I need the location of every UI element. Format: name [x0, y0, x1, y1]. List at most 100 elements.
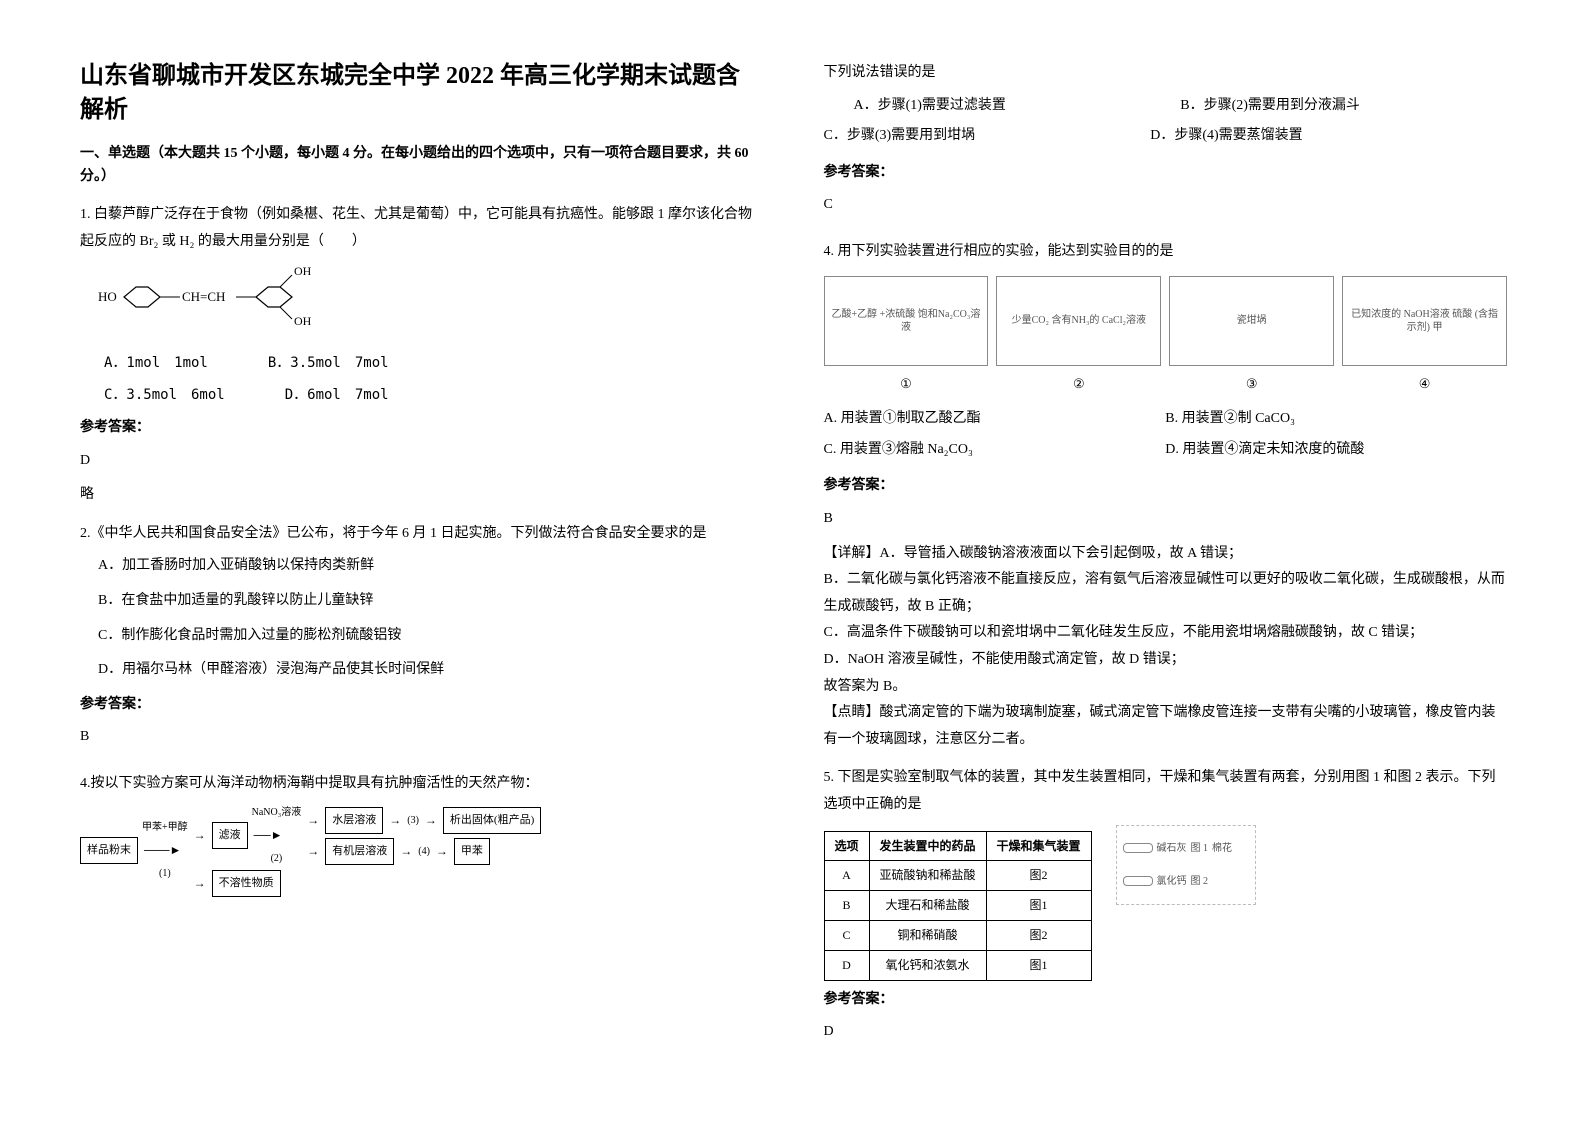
question-3-pre: 4.按以下实验方案可从海洋动物柄海鞘中提取具有抗肿瘤活性的天然产物： 样品粉末 …: [80, 771, 764, 905]
flow-num: (3): [407, 811, 419, 830]
q3-opt-a: A．步骤(1)需要过滤装置: [854, 93, 1181, 120]
q5-figures: 碱石灰 图 1 棉花 氯化钙 图 2: [1116, 825, 1256, 905]
explain-d: D．NaOH 溶液呈碱性，不能使用酸式滴定管，故 D 错误；: [824, 647, 1508, 674]
q4-explanation: 【详解】A．导管插入碳酸钠溶液液面以下会引起倒吸，故 A 错误； B．二氧化碳与…: [824, 541, 1508, 754]
q4-answer-label: 参考答案：: [824, 473, 1508, 500]
svg-text:OH: OH: [294, 314, 312, 327]
table-row: C铜和稀硝酸图2: [824, 920, 1091, 950]
q1-structure: HO CH=CH OH OH: [98, 263, 764, 338]
q2-body: 2.《中华人民共和国食品安全法》已公布，将于今年 6 月 1 日起实施。下列做法…: [80, 521, 764, 548]
q3-flowchart: 样品粉末 甲苯+甲醇 ───► (1) → 滤液 NaNO₃溶液 ──► (2): [80, 803, 764, 897]
q5-th2: 发生装置中的药品: [869, 831, 986, 861]
q1-answer-label: 参考答案：: [80, 415, 764, 442]
arrow-icon: ───►: [144, 839, 186, 862]
diagram-3: 瓷坩埚: [1169, 276, 1334, 366]
tube-icon: [1123, 876, 1153, 886]
diagram-num: ①: [824, 372, 989, 397]
flow-box: 不溶性物质: [212, 870, 281, 897]
arrow-icon: →: [425, 809, 437, 832]
diagram-num: ③: [1169, 372, 1334, 397]
arrow-icon: →: [307, 809, 319, 832]
flow-box: 样品粉末: [80, 837, 138, 864]
question-5: 5. 下图是实验室制取气体的装置，其中发生装置相同，干燥和集气装置有两套，分别用…: [824, 765, 1508, 1053]
q3-answer: C: [824, 192, 1508, 219]
diagram-4: 已知浓度的 NaOH溶液 硫酸 (含指示剂) 甲: [1342, 276, 1507, 366]
diagram-num: ④: [1342, 372, 1507, 397]
tip-label: 【点睛】: [824, 705, 880, 720]
q4-opt-a: A. 用装置①制取乙酸乙酯: [824, 406, 1166, 433]
question-3: 下列说法错误的是 A．步骤(1)需要过滤装置 B．步骤(2)需要用到分液漏斗 C…: [824, 60, 1508, 227]
table-row: B大理石和稀盐酸图1: [824, 891, 1091, 921]
question-4: 4. 用下列实验装置进行相应的实验，能达到实验目的的是 乙酸+乙醇 +浓硫酸 饱…: [824, 239, 1508, 753]
flow-box: 滤液: [212, 822, 248, 849]
q1-note: 略: [80, 482, 764, 509]
q3-opt-b: B．步骤(2)需要用到分液漏斗: [1180, 93, 1507, 120]
q1-answer: D: [80, 448, 764, 475]
table-row: 选项 发生装置中的药品 干燥和集气装置: [824, 831, 1091, 861]
q2-answer: B: [80, 724, 764, 751]
q4-diagrams: 乙酸+乙醇 +浓硫酸 饱和Na₂CO₃溶液 ① 少量CO₂ 含有NH₃的 CaC…: [824, 276, 1508, 397]
svg-text:CH=CH: CH=CH: [182, 289, 225, 304]
q2-opt-b: B．在食盐中加适量的乳酸锌以防止儿童缺锌: [80, 588, 764, 615]
svg-text:HO: HO: [98, 289, 117, 304]
q3-opt-c: C．步骤(3)需要用到坩埚: [824, 123, 1151, 150]
q1-opt-d: D．6mol 7mol: [285, 382, 389, 409]
q4-opt-c: C. 用装置③熔融 Na₂CO₃: [824, 437, 1166, 464]
svg-text:OH: OH: [294, 264, 312, 278]
q3-body: 下列说法错误的是: [824, 60, 1508, 87]
q3-opt-d: D．步骤(4)需要蒸馏装置: [1150, 123, 1477, 150]
flow-label: NaNO₃溶液: [252, 803, 302, 822]
q5-th3: 干燥和集气装置: [986, 831, 1091, 861]
flow-box: 水层溶液: [325, 807, 383, 834]
arrow-icon: ──►: [254, 824, 300, 847]
q5-table: 选项 发生装置中的药品 干燥和集气装置 A亚硫酸钠和稀盐酸图2 B大理石和稀盐酸…: [824, 831, 1092, 981]
arrow-icon: →: [436, 840, 448, 863]
explain-c: C．高温条件下碳酸钠可以和瓷坩埚中二氧化硅发生反应，不能用瓷坩埚熔融碳酸钠，故 …: [824, 620, 1508, 647]
tube-icon: [1123, 843, 1153, 853]
flow-label: 甲苯+甲醇: [142, 818, 188, 837]
q4-opt-d: D. 用装置④滴定未知浓度的硫酸: [1165, 437, 1507, 464]
q4-answer: B: [824, 506, 1508, 533]
explain-label: 【详解】: [824, 546, 880, 561]
q2-answer-label: 参考答案：: [80, 692, 764, 719]
q4-body: 4. 用下列实验装置进行相应的实验，能达到实验目的的是: [824, 239, 1508, 266]
question-1: 1. 白藜芦醇广泛存在于食物（例如桑椹、花生、尤其是葡萄）中，它可能具有抗癌性。…: [80, 202, 764, 509]
table-row: D氧化钙和浓氨水图1: [824, 950, 1091, 980]
arrow-icon: →: [194, 872, 206, 895]
q4-opt-b: B. 用装置②制 CaCO₃: [1165, 406, 1507, 433]
q3-answer-label: 参考答案：: [824, 160, 1508, 187]
explain-a: A．导管插入碳酸钠溶液液面以下会引起倒吸，故 A 错误；: [880, 546, 1242, 561]
q3pre-body: 4.按以下实验方案可从海洋动物柄海鞘中提取具有抗肿瘤活性的天然产物：: [80, 771, 764, 798]
arrow-icon: →: [307, 840, 319, 863]
explain-b: B．二氧化碳与氯化钙溶液不能直接反应，溶有氨气后溶液显碱性可以更好的吸收二氧化碳…: [824, 567, 1508, 620]
tip-text: 酸式滴定管的下端为玻璃制旋塞，碱式滴定管下端橡皮管连接一支带有尖嘴的小玻璃管，橡…: [824, 705, 1496, 747]
diagram-1: 乙酸+乙醇 +浓硫酸 饱和Na₂CO₃溶液: [824, 276, 989, 366]
section-header: 一、单选题（本大题共 15 个小题，每小题 4 分。在每小题给出的四个选项中，只…: [80, 143, 764, 188]
q2-opt-d: D．用福尔马林（甲醛溶液）浸泡海产品使其长时间保鲜: [80, 657, 764, 684]
arrow-icon: →: [389, 809, 401, 832]
question-2: 2.《中华人民共和国食品安全法》已公布，将于今年 6 月 1 日起实施。下列做法…: [80, 521, 764, 759]
q1-opt-b: B．3.5mol 7mol: [268, 350, 389, 377]
q1-body: 1. 白藜芦醇广泛存在于食物（例如桑椹、花生、尤其是葡萄）中，它可能具有抗癌性。…: [80, 202, 764, 255]
table-row: A亚硫酸钠和稀盐酸图2: [824, 861, 1091, 891]
q5-answer-label: 参考答案：: [824, 987, 1508, 1014]
flow-num: (4): [418, 842, 430, 861]
q5-body: 5. 下图是实验室制取气体的装置，其中发生装置相同，干燥和集气装置有两套，分别用…: [824, 765, 1508, 818]
diagram-2: 少量CO₂ 含有NH₃的 CaCl₂溶液: [996, 276, 1161, 366]
flow-box: 有机层溶液: [325, 838, 394, 865]
flow-box: 甲苯: [454, 838, 490, 865]
flow-num: (1): [142, 864, 188, 883]
q2-opt-a: A．加工香肠时加入亚硝酸钠以保持肉类新鲜: [80, 553, 764, 580]
q5-th1: 选项: [824, 831, 869, 861]
arrow-icon: →: [194, 824, 206, 847]
q1-opt-a: A．1mol 1mol: [104, 350, 208, 377]
left-column: 山东省聊城市开发区东城完全中学 2022 年高三化学期末试题含解析 一、单选题（…: [80, 60, 764, 1062]
diagram-num: ②: [996, 372, 1161, 397]
q1-opt-c: C．3.5mol 6mol: [104, 382, 225, 409]
document-title: 山东省聊城市开发区东城完全中学 2022 年高三化学期末试题含解析: [80, 60, 764, 127]
arrow-icon: →: [400, 840, 412, 863]
q5-answer: D: [824, 1019, 1508, 1046]
flow-num: (2): [252, 849, 302, 868]
q1-options: A．1mol 1mol B．3.5mol 7mol C．3.5mol 6mol …: [80, 350, 764, 409]
explain-end: 故答案为 B。: [824, 674, 1508, 701]
